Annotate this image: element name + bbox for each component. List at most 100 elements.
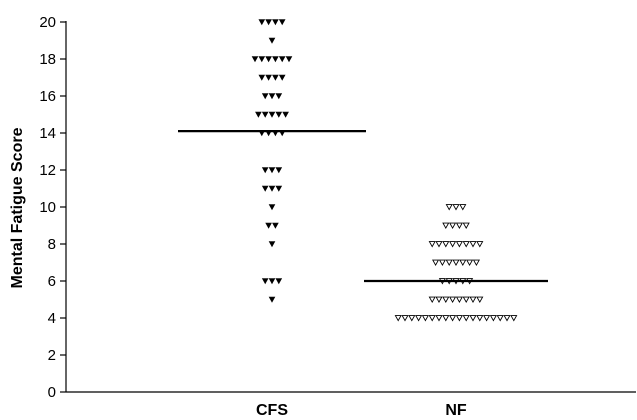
nf-data-point <box>455 241 463 248</box>
cfs-data-point <box>265 74 272 81</box>
y-tick-label: 20 <box>39 14 56 31</box>
nf-data-point <box>428 241 436 248</box>
x-axis: CFS NF <box>66 391 636 419</box>
cfs-data-point <box>272 222 279 229</box>
x-category-label: NF <box>445 402 467 419</box>
nf-data-point <box>476 296 484 304</box>
nf-data-point <box>455 296 463 304</box>
nf-data-point <box>421 315 429 322</box>
nf-data-point <box>408 315 416 322</box>
nf-data-point <box>442 296 450 304</box>
cfs-data-point <box>268 93 276 100</box>
nf-data-point <box>466 259 474 267</box>
nf-data-point <box>489 315 497 322</box>
nf-data-point <box>449 315 457 322</box>
nf-data-point <box>459 259 467 267</box>
cfs-data-point <box>275 93 283 100</box>
nf-data-point <box>455 315 463 322</box>
nf-data-point <box>476 241 484 248</box>
cfs-data-point <box>268 185 276 192</box>
cfs-data-point <box>275 278 283 285</box>
cfs-data-point <box>275 167 283 174</box>
nf-data-point <box>462 241 470 248</box>
nf-data-point <box>442 241 450 248</box>
cfs-data-point <box>258 74 266 81</box>
y-axis-title: Mental Fatigue Score <box>9 127 26 288</box>
y-tick-label: 4 <box>48 310 56 327</box>
cfs-data-point <box>261 185 269 192</box>
cfs-data-point <box>265 19 272 26</box>
cfs-data-point <box>278 19 286 26</box>
nf-data-point <box>435 315 443 322</box>
cfs-data-point <box>278 74 286 81</box>
nf-data-point <box>442 222 450 230</box>
nf-data-point <box>472 259 480 267</box>
nf-data-point <box>462 296 470 304</box>
nf-data-point <box>503 315 511 322</box>
median-lines <box>178 130 548 283</box>
cfs-data-point <box>258 56 266 63</box>
cfs-data-point <box>265 56 272 63</box>
nf-data-point <box>496 315 504 322</box>
nf-data-point <box>462 315 470 322</box>
cfs-data-point <box>265 222 272 229</box>
nf-data-point <box>469 241 477 248</box>
nf-data-point <box>452 204 460 211</box>
nf-data-point <box>394 315 402 322</box>
cfs-data-point <box>278 56 286 63</box>
y-tick-label: 0 <box>48 384 56 401</box>
nf-data-point <box>432 259 440 267</box>
x-category-label: CFS <box>256 402 288 419</box>
y-tick-label: 2 <box>48 347 56 364</box>
cfs-data-point <box>275 111 283 118</box>
nf-data-point <box>415 315 423 322</box>
y-tick-label: 6 <box>48 273 56 290</box>
cfs-data-point <box>272 56 279 63</box>
cfs-data-point <box>268 111 276 118</box>
nf-data-point <box>445 204 453 211</box>
y-tick-label: 8 <box>48 236 56 253</box>
y-tick-label: 10 <box>39 199 56 216</box>
cfs-data-point <box>268 167 276 174</box>
y-tick-label: 12 <box>39 162 56 179</box>
cfs-data-point <box>282 111 289 118</box>
y-axis: 0 2 4 6 8 10 12 14 16 18 20 <box>39 14 67 401</box>
nf-data-point <box>476 315 484 322</box>
nf-data-point <box>449 241 457 248</box>
cfs-data-point <box>258 19 266 26</box>
cfs-data-point <box>268 204 276 211</box>
nf-data-point <box>445 259 453 267</box>
cfs-data-point <box>255 111 262 118</box>
nf-data-point <box>462 222 470 230</box>
cfs-data-point <box>261 111 269 118</box>
nf-data-point <box>428 296 436 304</box>
cfs-data-point <box>251 56 259 63</box>
nf-data-point <box>483 315 491 322</box>
nf-data-point <box>455 222 463 230</box>
nf-data-point <box>449 296 457 304</box>
cfs-data-point <box>268 278 276 285</box>
y-tick-label: 14 <box>39 125 56 142</box>
nf-data-point <box>428 315 436 322</box>
y-tick-label: 18 <box>39 51 56 68</box>
nf-data-point <box>442 315 450 322</box>
cfs-data-point <box>272 74 279 81</box>
cfs-data-point <box>275 185 283 192</box>
data-markers <box>251 19 518 322</box>
y-tick-label: 16 <box>39 88 56 105</box>
cfs-data-point <box>261 167 269 174</box>
cfs-data-point <box>261 278 269 285</box>
cfs-data-point <box>268 37 276 44</box>
nf-data-point <box>401 315 409 322</box>
nf-data-point <box>459 204 467 211</box>
cfs-data-point <box>272 19 279 26</box>
cfs-data-point <box>268 241 276 248</box>
cfs-data-point <box>285 56 293 63</box>
nf-data-point <box>510 315 518 322</box>
nf-data-point <box>452 259 460 267</box>
nf-data-point <box>469 296 477 304</box>
cfs-data-point <box>268 296 276 303</box>
cfs-data-point <box>261 93 269 100</box>
nf-data-point <box>469 315 477 322</box>
